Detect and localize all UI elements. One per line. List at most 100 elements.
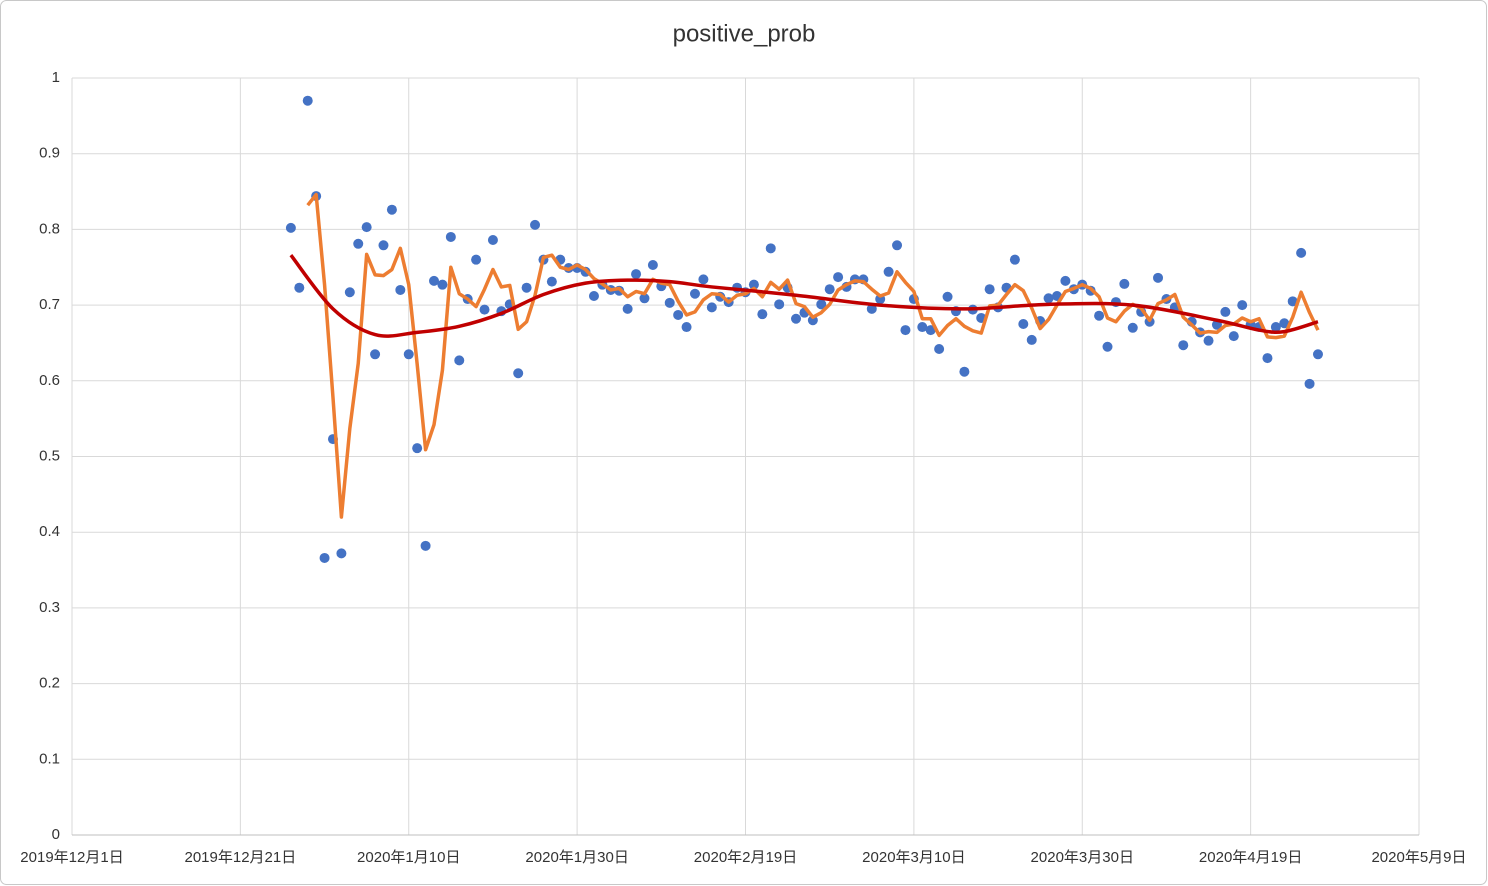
data-point xyxy=(925,325,936,336)
data-point xyxy=(521,282,532,293)
moving-average-line xyxy=(306,192,1320,519)
data-point xyxy=(530,219,541,230)
y-tick-label: 0.6 xyxy=(39,372,60,389)
data-point xyxy=(681,322,692,333)
y-tick-label: 0.8 xyxy=(39,220,60,237)
data-point xyxy=(833,272,844,283)
data-point xyxy=(395,284,406,295)
data-point xyxy=(1220,306,1231,317)
y-tick-label: 0.3 xyxy=(39,599,60,616)
data-point xyxy=(1279,318,1290,329)
y-tick-label: 0.9 xyxy=(39,145,60,162)
data-point xyxy=(361,222,372,233)
data-point xyxy=(1228,331,1239,342)
data-point xyxy=(487,234,498,245)
x-tick-label: 2019年12月21日 xyxy=(185,849,297,866)
data-point xyxy=(588,291,599,302)
data-point xyxy=(1119,278,1130,289)
data-point xyxy=(1262,353,1273,364)
data-point xyxy=(412,443,423,454)
trend-line xyxy=(289,254,1319,338)
data-point xyxy=(420,540,431,551)
data-point xyxy=(942,291,953,302)
data-point xyxy=(1060,275,1071,286)
data-point xyxy=(866,303,877,314)
x-tick-label: 2020年5月9日 xyxy=(1371,849,1466,866)
data-point xyxy=(386,204,397,215)
x-tick-label: 2020年2月19日 xyxy=(694,849,797,866)
data-point xyxy=(706,302,717,313)
data-point xyxy=(984,284,995,295)
data-point xyxy=(1026,334,1037,345)
data-point xyxy=(959,366,970,377)
data-point xyxy=(302,95,313,106)
data-point xyxy=(1094,310,1105,321)
data-point xyxy=(892,240,903,251)
data-point xyxy=(1009,254,1020,265)
data-point xyxy=(639,293,650,304)
data-point xyxy=(1270,322,1281,333)
data-point xyxy=(513,368,524,379)
data-point xyxy=(664,297,675,308)
data-point xyxy=(1287,296,1298,307)
data-point xyxy=(791,313,802,324)
data-point xyxy=(631,269,642,280)
y-tick-label: 0.7 xyxy=(39,296,60,313)
x-tick-label: 2020年1月10日 xyxy=(357,849,460,866)
data-point xyxy=(1043,293,1054,304)
data-point xyxy=(774,299,785,310)
data-point xyxy=(757,309,768,320)
data-point xyxy=(1153,272,1164,283)
y-tick-label: 0 xyxy=(52,826,60,843)
data-point xyxy=(900,325,911,336)
data-point xyxy=(698,274,709,285)
data-point xyxy=(748,279,759,290)
data-point xyxy=(336,548,347,559)
data-point xyxy=(934,344,945,355)
data-point xyxy=(1203,335,1214,346)
data-point xyxy=(479,304,490,315)
data-point xyxy=(1102,341,1113,352)
data-point xyxy=(1296,247,1307,258)
data-point xyxy=(344,287,355,298)
y-tick-label: 0.1 xyxy=(39,750,60,767)
data-point xyxy=(1237,300,1248,311)
y-tick-label: 0.2 xyxy=(39,675,60,692)
data-point xyxy=(673,309,684,320)
data-point xyxy=(917,322,928,333)
x-tick-label: 2020年1月30日 xyxy=(525,849,628,866)
y-tick-label: 0.5 xyxy=(39,447,60,464)
data-point xyxy=(1127,322,1138,333)
data-point xyxy=(294,282,305,293)
data-point xyxy=(319,552,330,563)
data-point xyxy=(824,284,835,295)
data-point xyxy=(471,254,482,265)
data-point xyxy=(622,303,633,314)
data-point xyxy=(353,238,364,249)
data-point xyxy=(1178,340,1189,351)
data-point xyxy=(689,288,700,299)
data-point xyxy=(1304,378,1315,389)
data-point xyxy=(1312,349,1323,360)
x-tick-label: 2020年3月10日 xyxy=(862,849,965,866)
y-tick-label: 0.4 xyxy=(39,523,60,540)
x-tick-label: 2019年12月1日 xyxy=(20,849,123,866)
data-point xyxy=(1018,319,1029,330)
data-point xyxy=(546,276,557,287)
data-point xyxy=(285,222,296,233)
data-point xyxy=(765,243,776,254)
data-point xyxy=(437,279,448,290)
data-point xyxy=(445,231,456,242)
y-tick-label: 1 xyxy=(52,69,60,86)
data-point xyxy=(403,349,414,360)
chart-title: positive_prob xyxy=(673,20,816,47)
data-point xyxy=(816,299,827,310)
data-point xyxy=(454,355,465,366)
data-point xyxy=(429,275,440,286)
data-point xyxy=(883,266,894,277)
data-point xyxy=(370,349,381,360)
x-tick-label: 2020年3月30日 xyxy=(1031,849,1134,866)
